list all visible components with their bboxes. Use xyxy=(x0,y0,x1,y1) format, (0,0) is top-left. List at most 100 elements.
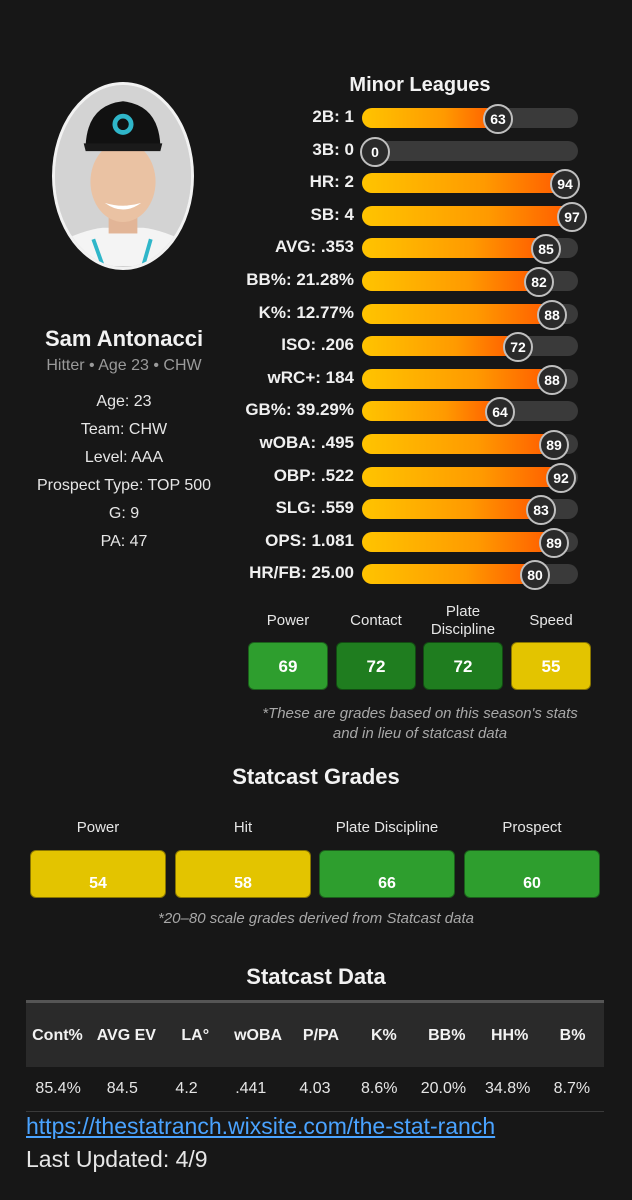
stat-label: GB%: 39.29% xyxy=(245,400,354,419)
stat-row: HR/FB: 25.00 80 xyxy=(240,560,590,590)
stat-row: 2B: 1 63 xyxy=(240,104,590,134)
table-cell: 85.4% xyxy=(35,1080,81,1097)
stat-label: BB%: 21.28% xyxy=(246,270,354,289)
minor-grade-power-label: Power xyxy=(266,612,310,629)
statcast-data-table: Cont% AVG EV LA° wOBA P/PA K% BB% HH% B%… xyxy=(26,1000,604,1112)
statcast-grade-power-label: Power xyxy=(76,819,120,836)
percentile-badge: 88 xyxy=(537,365,567,395)
statcast-data-title: Statcast Data xyxy=(246,964,386,989)
info-team: Team: CHW xyxy=(80,421,168,438)
statcast-grades-note: *20–80 scale grades derived from Statcas… xyxy=(157,910,475,927)
info-prospect-type: Prospect Type: TOP 500 xyxy=(36,477,212,494)
stat-label: 2B: 1 xyxy=(312,107,354,126)
stat-row: wRC+: 184 88 xyxy=(240,365,590,395)
percentile-bar-fill xyxy=(362,336,518,356)
percentile-badge: 97 xyxy=(557,202,587,232)
stat-row: HR: 2 94 xyxy=(240,169,590,199)
percentile-badge: 89 xyxy=(539,528,569,558)
minor-leagues-title: Minor Leagues xyxy=(349,74,491,96)
minor-grade-power-box: 69 xyxy=(248,642,328,690)
statcast-grade-prospect-box: 60 xyxy=(464,850,600,898)
percentile-bar-fill xyxy=(362,467,561,487)
percentile-bar-track: 88 xyxy=(362,365,578,395)
table-cell: 4.03 xyxy=(299,1080,331,1097)
percentile-bar-fill xyxy=(362,206,572,226)
percentile-badge: 82 xyxy=(524,267,554,297)
percentile-bar-track: 63 xyxy=(362,104,578,134)
statcast-grade-plate-discipline-box: 66 xyxy=(319,850,455,898)
stat-label: OBP: .522 xyxy=(273,466,354,485)
info-games: G: 9 xyxy=(108,505,140,522)
percentile-badge: 80 xyxy=(520,560,550,590)
percentile-bar-fill xyxy=(362,108,498,128)
statcast-grade-hit-box: 58 xyxy=(175,850,311,898)
percentile-bar-fill xyxy=(362,401,500,421)
percentile-bar-fill xyxy=(362,532,554,552)
table-cell: 8.7% xyxy=(553,1080,591,1097)
stat-label: wRC+: 184 xyxy=(267,368,354,387)
statcast-grades-title: Statcast Grades xyxy=(232,764,400,789)
table-row: 85.4% 84.5 4.2 .441 4.03 8.6% 20.0% 34.8… xyxy=(26,1067,604,1112)
stat-row: GB%: 39.29% 64 xyxy=(240,397,590,427)
table-cell: 20.0% xyxy=(420,1080,467,1097)
source-link[interactable]: https://thestatranch.wixsite.com/the-sta… xyxy=(26,1113,496,1139)
statcast-grade-hit-label: Hit xyxy=(233,819,253,836)
stat-row: AVG: .353 85 xyxy=(240,234,590,264)
table-header-cell: Cont% xyxy=(32,1026,83,1044)
percentile-bar-fill xyxy=(362,271,539,291)
table-header-cell: B% xyxy=(559,1026,586,1044)
percentile-badge: 94 xyxy=(550,169,580,199)
percentile-badge: 85 xyxy=(531,234,561,264)
stat-row: SLG: .559 83 xyxy=(240,495,590,525)
last-updated: Last Updated: 4/9 xyxy=(26,1146,208,1172)
stat-row: OPS: 1.081 89 xyxy=(240,528,590,558)
table-header-cell: wOBA xyxy=(234,1026,283,1044)
info-age: Age: 23 xyxy=(96,393,152,410)
info-plate-appearances: PA: 47 xyxy=(100,533,148,550)
minor-grade-speed-label: Speed xyxy=(529,612,573,629)
table-header-cell: HH% xyxy=(491,1026,529,1044)
stat-row: wOBA: .495 89 xyxy=(240,430,590,460)
percentile-bar-fill xyxy=(362,434,554,454)
percentile-bar-fill xyxy=(362,173,565,193)
table-header-row: Cont% AVG EV LA° wOBA P/PA K% BB% HH% B% xyxy=(26,1000,604,1067)
stat-label: HR: 2 xyxy=(309,172,354,191)
minor-grade-speed-box: 55 xyxy=(511,642,591,690)
table-cell: 4.2 xyxy=(175,1080,198,1097)
percentile-bar-fill xyxy=(362,499,541,519)
percentile-bar-track: 89 xyxy=(362,528,578,558)
table-cell: 34.8% xyxy=(484,1080,531,1097)
stat-label: HR/FB: 25.00 xyxy=(249,563,354,582)
stat-row: ISO: .206 72 xyxy=(240,332,590,362)
table-header-cell: P/PA xyxy=(302,1026,340,1044)
percentile-bar-track: 89 xyxy=(362,430,578,460)
player-name: Sam Antonacci xyxy=(44,326,204,351)
percentile-bar-fill xyxy=(362,304,552,324)
percentile-badge: 63 xyxy=(483,104,513,134)
percentile-badge: 72 xyxy=(503,332,533,362)
percentile-bar-track: 92 xyxy=(362,463,578,493)
percentile-bar-track: 64 xyxy=(362,397,578,427)
minor-grade-contact-box: 72 xyxy=(336,642,416,690)
percentile-bar-track: 88 xyxy=(362,300,578,330)
percentile-badge: 88 xyxy=(537,300,567,330)
table-header-cell: AVG EV xyxy=(96,1026,156,1044)
table-cell: .441 xyxy=(235,1080,267,1097)
stat-row: SB: 4 97 xyxy=(240,202,590,232)
statcast-grade-plate-discipline-label: Plate Discipline xyxy=(335,819,439,836)
table-cell: 8.6% xyxy=(360,1080,398,1097)
info-level: Level: AAA xyxy=(84,449,164,466)
statcast-grade-power-box: 54 xyxy=(30,850,166,898)
table-cell: 84.5 xyxy=(106,1080,138,1097)
percentile-bar-fill xyxy=(362,564,535,584)
percentile-badge: 83 xyxy=(526,495,556,525)
table-header-cell: LA° xyxy=(181,1026,210,1044)
percentile-bar-track: 83 xyxy=(362,495,578,525)
percentile-bar-track: 72 xyxy=(362,332,578,362)
stat-label: 3B: 0 xyxy=(312,140,354,159)
percentile-bar-track: 94 xyxy=(362,169,580,199)
stat-label: ISO: .206 xyxy=(281,335,354,354)
stat-label: wOBA: .495 xyxy=(259,433,354,452)
percentile-bar-track: 80 xyxy=(362,560,578,590)
stat-label: AVG: .353 xyxy=(274,237,354,256)
